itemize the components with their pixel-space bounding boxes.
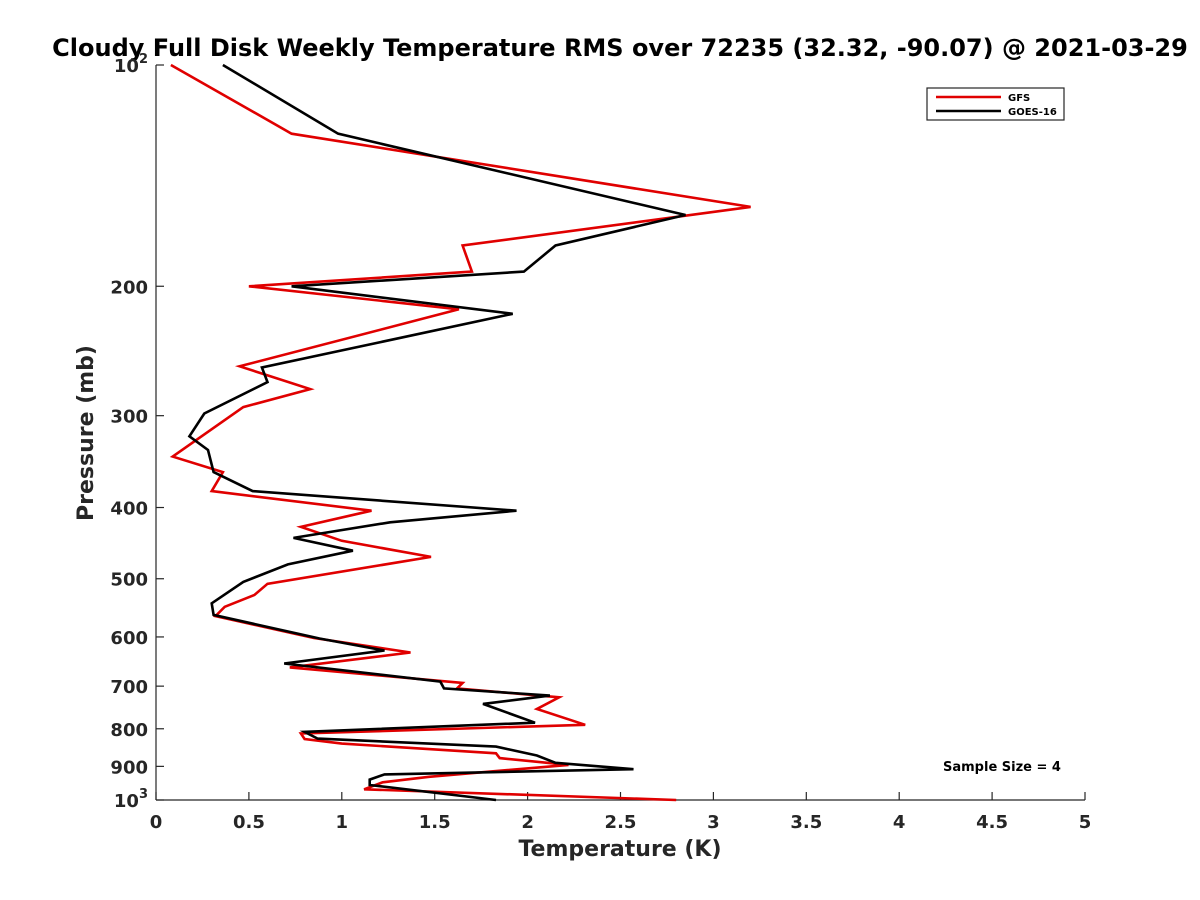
series-line-goes-16	[187, 63, 686, 802]
x-tick-label: 2.5	[605, 812, 637, 833]
x-axis-label: Temperature (K)	[518, 837, 721, 862]
chart-title: Cloudy Full Disk Weekly Temperature RMS …	[52, 34, 1188, 62]
legend: GFS GOES-16	[926, 87, 1065, 121]
legend-label-goes-16: GOES-16	[1008, 107, 1057, 118]
x-tick-label: 1	[336, 812, 349, 833]
x-tick-label: 2	[521, 812, 534, 833]
sample-size-annotation: Sample Size = 4	[943, 760, 1061, 775]
y-tick-label: 102	[114, 52, 148, 77]
series-lines	[169, 63, 751, 802]
x-tick-label: 3	[707, 812, 720, 833]
y-axis-label: Pressure (mb)	[74, 345, 99, 521]
y-tick-label: 103	[114, 787, 148, 812]
legend-box	[926, 87, 1065, 121]
x-tick-label: 0	[150, 812, 163, 833]
x-ticks: 0 0.5 1 1.5 2 2.5 3 3.5 4 4.5 5	[150, 792, 1092, 833]
series-line-gfs	[169, 63, 751, 802]
y-tick-label: 900	[110, 757, 148, 778]
x-tick-label: 1.5	[419, 812, 451, 833]
y-tick-label-base: 10	[114, 56, 139, 77]
x-tick-label: 5	[1079, 812, 1092, 833]
y-tick-label-exponent: 3	[139, 787, 148, 802]
y-tick-label: 300	[110, 407, 148, 428]
x-tick-label: 0.5	[233, 812, 265, 833]
y-tick-label: 800	[110, 720, 148, 741]
y-tick-label: 500	[110, 570, 148, 591]
x-tick-label: 4	[893, 812, 906, 833]
y-tick-label-exponent: 2	[139, 52, 148, 67]
y-tick-label-base: 10	[114, 791, 139, 812]
legend-label-gfs: GFS	[1008, 93, 1030, 104]
y-tick-label: 700	[110, 677, 148, 698]
x-tick-label: 4.5	[976, 812, 1008, 833]
y-tick-label: 400	[110, 499, 148, 520]
x-tick-label: 3.5	[790, 812, 822, 833]
y-tick-label: 200	[110, 277, 148, 298]
y-tick-label: 600	[110, 628, 148, 649]
